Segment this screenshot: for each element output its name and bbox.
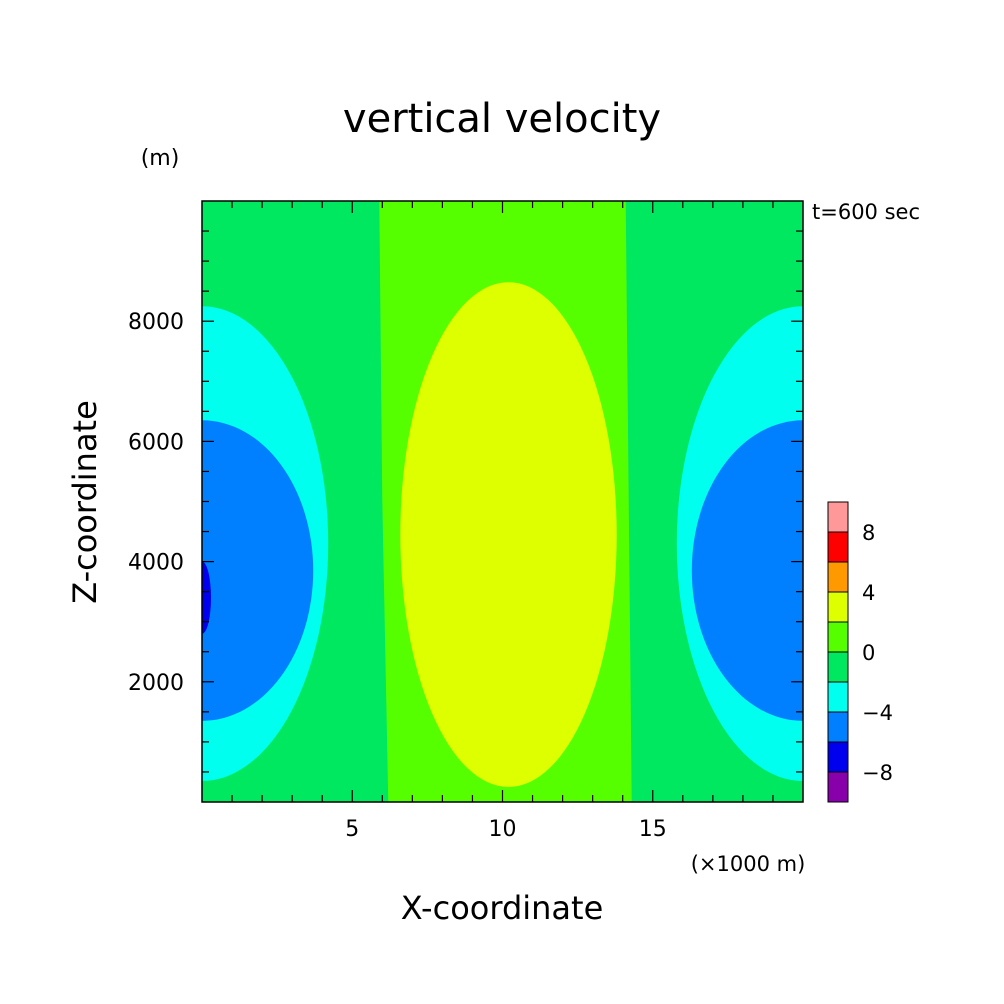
colorbar-swatch: [827, 681, 849, 713]
chart-title: vertical velocity: [343, 96, 661, 142]
colorbar-swatch: [827, 591, 849, 623]
x-axis-ticks: 5 10 15: [231, 201, 774, 842]
y-tick-label: 8000: [128, 310, 184, 335]
colorbar-label: 4: [862, 581, 875, 605]
x-tick-label: 10: [489, 817, 517, 842]
colorbar-swatch: [827, 531, 849, 563]
colorbar: −8 −4 0 4 8: [827, 501, 893, 803]
y-tick-label: 4000: [128, 551, 184, 576]
colorbar-swatch: [827, 711, 849, 743]
y-axis-label: Z-coordinate: [66, 400, 104, 604]
contour-band-8: [691, 420, 803, 721]
y-tick-label: 2000: [128, 671, 184, 696]
x-tick-label: 5: [345, 817, 359, 842]
colorbar-swatch: [827, 501, 849, 533]
contour-band-5: [202, 420, 314, 721]
time-label: t=600 sec: [812, 200, 920, 224]
colorbar-swatch: [827, 771, 849, 803]
x-unit-label: (×1000 m): [691, 852, 806, 876]
contour-band-3: [400, 282, 617, 787]
colorbar-swatch: [827, 621, 849, 653]
colorbar-label: −4: [862, 701, 893, 725]
contour-fill-group: [202, 201, 803, 802]
contour-band-6: [202, 561, 211, 634]
colorbar-label: 8: [862, 521, 875, 545]
colorbar-swatch: [827, 651, 849, 683]
colorbar-swatch: [827, 741, 849, 773]
x-tick-label: 15: [639, 817, 667, 842]
x-axis-label: X-coordinate: [401, 889, 604, 927]
colorbar-label: −8: [862, 761, 893, 785]
y-unit-label: (m): [141, 146, 180, 171]
colorbar-label: 0: [862, 641, 875, 665]
y-tick-label: 6000: [128, 430, 184, 455]
y-axis-ticks: 2000 4000 6000 8000: [128, 230, 803, 773]
colorbar-swatch: [827, 561, 849, 593]
